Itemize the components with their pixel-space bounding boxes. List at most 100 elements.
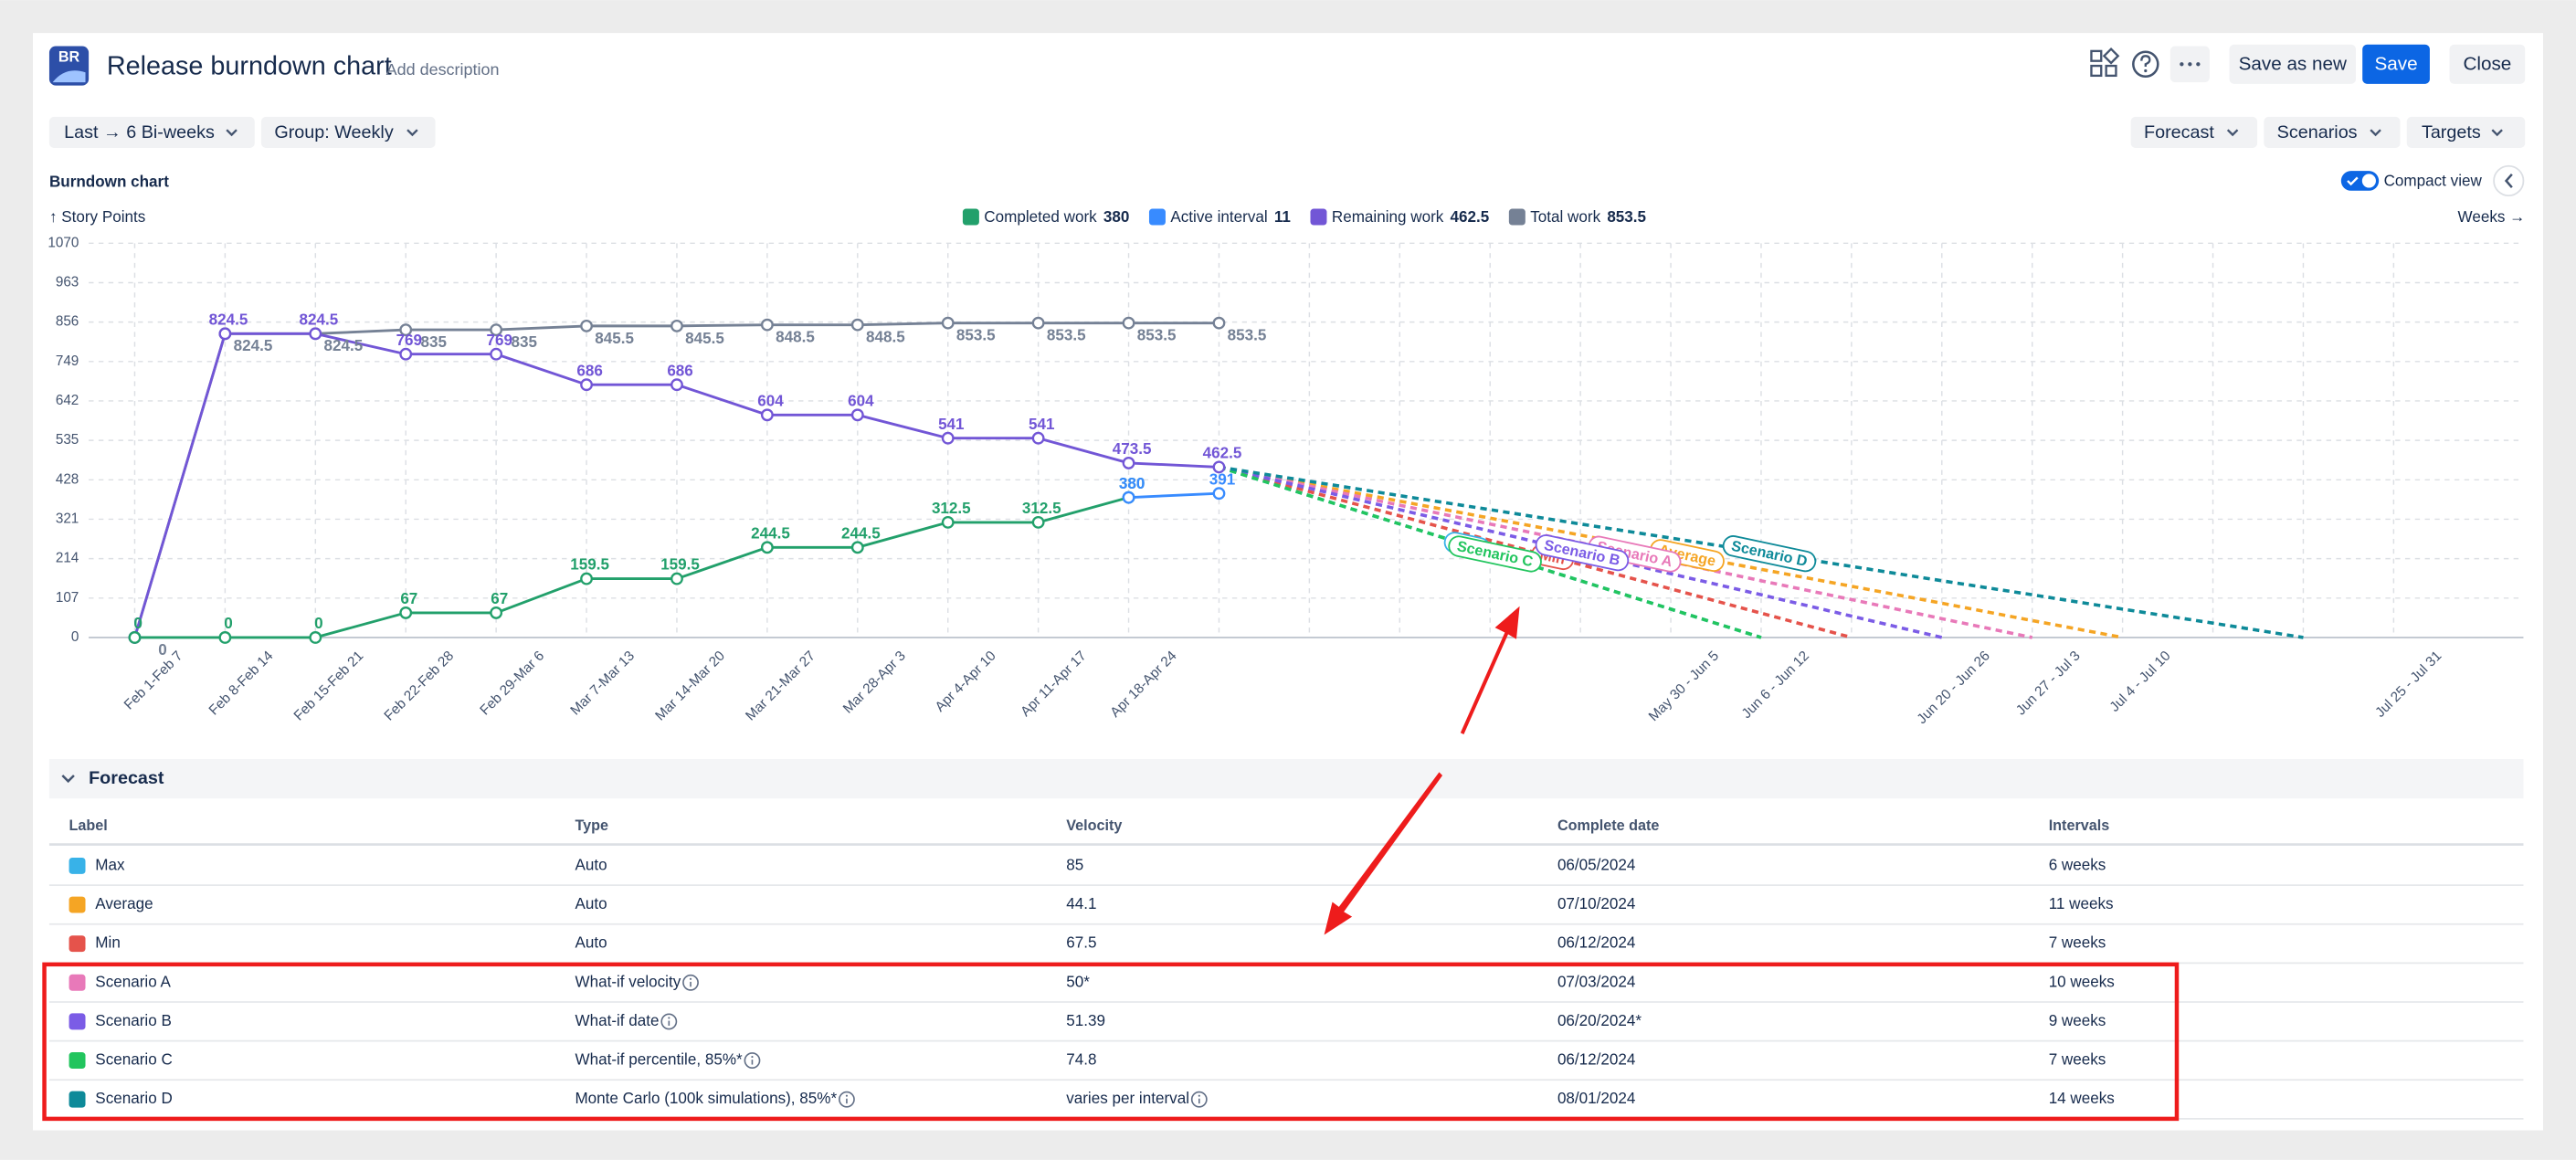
dropdown-label: Forecast (2144, 122, 2214, 142)
data-label: 0 (158, 641, 167, 659)
y-tick-label: 535 (56, 432, 79, 448)
collapse-button[interactable] (2493, 164, 2525, 197)
icon (2188, 62, 2192, 67)
table-row: Scenario C What-if percentile, 85%* 74.8 06… (48, 1051, 2524, 1081)
row-intervals: 10 weeks (2049, 973, 2115, 990)
data-point (1031, 431, 1045, 445)
legend-label: Remaining work (1332, 208, 1444, 226)
data-label: 824.5 (209, 311, 248, 328)
data-point (850, 541, 864, 554)
legend-swatch (1508, 208, 1526, 226)
row-swatch (69, 1013, 86, 1030)
dropdown-label: Targets (2422, 122, 2481, 142)
row-complete-date: 07/10/2024 (1557, 895, 1635, 912)
legend-label: Active interval (1170, 208, 1267, 226)
pill-bg (1722, 535, 1817, 573)
row-type: What-if date (575, 1012, 659, 1029)
data-label: 244.5 (751, 524, 790, 542)
column-header: Label (69, 817, 108, 834)
icon (2196, 62, 2201, 67)
icon (2090, 64, 2103, 78)
icon (2144, 69, 2148, 73)
data-label: 604 (848, 392, 874, 409)
row-complete-date: 08/01/2024 (1557, 1090, 1635, 1107)
data-label: 0 (224, 615, 233, 632)
data-point (580, 378, 593, 392)
data-label: 380 (1119, 475, 1145, 492)
row-type: Auto (575, 856, 607, 873)
chevron (61, 775, 75, 784)
section-title: Forecast (89, 768, 164, 788)
data-point (1212, 487, 1226, 501)
y-tick-label: 1070 (48, 235, 79, 250)
group-dropdown[interactable] (260, 116, 436, 149)
toggle-knob (2361, 174, 2376, 188)
row-velocity: 85 (1066, 856, 1083, 873)
data-point (1212, 316, 1226, 330)
chevron (2504, 173, 2513, 188)
data-point (580, 572, 593, 585)
data-label: 845.5 (595, 330, 634, 347)
card (32, 33, 2544, 1131)
button-label: Save as new (2239, 54, 2347, 75)
range-dropdown[interactable] (48, 116, 255, 149)
data-point (490, 606, 503, 619)
close-button[interactable] (2449, 44, 2526, 84)
dropdown-label: Last → 6 Bi-weeks (64, 122, 215, 142)
info-icon (744, 1052, 761, 1069)
data-label: 853.5 (1228, 327, 1267, 344)
icon (2180, 62, 2184, 67)
forecast-dropdown[interactable] (2130, 116, 2258, 149)
targets-dropdown[interactable] (2406, 116, 2526, 149)
logo-text: BR (58, 48, 80, 65)
data-label: 380 (1119, 475, 1145, 492)
data-point (490, 347, 503, 361)
data-label: 824.5 (300, 311, 339, 328)
data-label: 853.5 (1047, 327, 1086, 344)
table-row: Max Auto 85 06/05/2024 6 weeks (48, 856, 2524, 887)
y-tick-label: 0 (71, 629, 79, 645)
pill-bg (1535, 534, 1630, 572)
row-velocity: 51.39 (1066, 1012, 1105, 1029)
row-label: Scenario C (95, 1051, 172, 1069)
icon (2102, 47, 2120, 65)
y-tick-label: 963 (56, 275, 79, 290)
info-icon-dot (751, 1056, 754, 1059)
help-button[interactable] (2132, 50, 2159, 79)
row-velocity: varies per interval (1066, 1090, 1189, 1107)
data-label: 853.5 (1137, 327, 1177, 344)
row-swatch (69, 935, 86, 953)
y-tick-label: 642 (56, 393, 79, 408)
scenarios-dropdown[interactable] (2264, 116, 2401, 149)
data-label: 312.5 (932, 500, 971, 517)
data-label: 853.5 (956, 327, 996, 344)
data-label: 159.5 (570, 556, 609, 574)
arrow-down (1324, 772, 1443, 935)
y-tick-label: 856 (56, 314, 79, 330)
data-point (850, 318, 864, 332)
row-label: Scenario A (95, 973, 171, 990)
data-label: 848.5 (776, 329, 815, 346)
info-icon (839, 1091, 855, 1108)
save-as-new-button[interactable] (2229, 44, 2357, 84)
add-description[interactable]: Add description (386, 60, 500, 79)
info-icon-dot (668, 1017, 670, 1019)
data-point (309, 631, 322, 644)
data-point (941, 316, 955, 330)
data-point (941, 515, 955, 529)
section-header[interactable] (48, 759, 2524, 799)
info-icon-dot (1198, 1094, 1200, 1097)
row-intervals: 6 weeks (2049, 856, 2106, 873)
save-button[interactable] (2362, 44, 2430, 84)
data-label: 473.5 (1113, 440, 1152, 458)
y-tick-label: 107 (56, 590, 79, 606)
chevron (2226, 129, 2239, 137)
panel-title: Burndown chart (49, 173, 169, 190)
icon (2105, 64, 2117, 78)
icon (2090, 49, 2103, 62)
data-label: 835 (511, 333, 537, 351)
data-label: 312.5 (1022, 500, 1061, 517)
y-tick-label: 428 (56, 471, 79, 487)
widgets-button[interactable] (2085, 46, 2121, 83)
x-axis-title: Weeks → (2458, 208, 2526, 226)
